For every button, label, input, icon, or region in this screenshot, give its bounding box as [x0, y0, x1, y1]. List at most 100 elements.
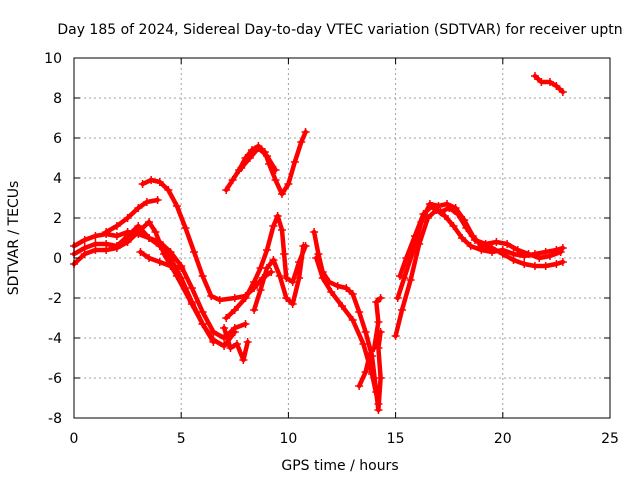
data-point-marker	[271, 166, 280, 174]
data-point-marker	[166, 262, 175, 270]
data-point-marker	[177, 264, 186, 272]
data-point-marker	[228, 176, 237, 184]
data-point-marker	[376, 374, 385, 382]
data-point-marker	[172, 202, 181, 210]
data-point-marker	[503, 240, 512, 248]
data-point-marker	[222, 314, 231, 322]
series-arc-13	[314, 255, 381, 407]
data-point-marker	[453, 210, 462, 218]
data-point-marker	[513, 246, 522, 254]
data-point-marker	[112, 222, 121, 230]
data-point-marker	[556, 248, 565, 256]
data-point-marker	[198, 272, 207, 280]
data-point-marker	[232, 340, 241, 348]
data-point-marker	[209, 338, 218, 346]
data-point-marker	[449, 222, 458, 230]
data-point-marker	[440, 212, 449, 220]
data-point-marker	[458, 234, 467, 242]
data-point-marker	[376, 294, 385, 302]
x-tick-label: 25	[601, 431, 619, 447]
data-point-marker	[398, 306, 407, 314]
series-arc-12	[311, 229, 383, 413]
data-point-marker	[374, 400, 383, 408]
y-tick-label: 0	[53, 251, 62, 267]
data-point-marker	[91, 246, 100, 254]
data-point-marker	[402, 254, 411, 262]
data-point-marker	[164, 186, 173, 194]
data-point-marker	[419, 210, 428, 218]
data-point-marker	[368, 370, 377, 378]
data-point-marker	[481, 240, 490, 248]
data-point-marker	[91, 232, 100, 240]
data-point-marker	[277, 190, 286, 198]
data-point-marker	[288, 278, 297, 286]
data-point-marker	[355, 308, 364, 316]
data-point-marker	[400, 274, 409, 282]
data-point-marker	[537, 78, 546, 86]
data-point-marker	[342, 284, 351, 292]
data-point-marker	[241, 320, 250, 328]
data-point-marker	[267, 268, 276, 276]
data-point-marker	[301, 128, 310, 136]
y-tick-label: 8	[53, 91, 62, 107]
y-tick-label: -4	[48, 331, 62, 347]
data-point-marker	[222, 186, 231, 194]
data-point-marker	[80, 236, 89, 244]
series-arc-18	[532, 73, 566, 95]
data-point-marker	[361, 328, 370, 336]
data-point-marker	[310, 228, 319, 236]
data-point-marker	[277, 226, 286, 234]
data-point-marker	[230, 294, 239, 302]
y-tick-label: 2	[53, 211, 62, 227]
data-point-marker	[230, 306, 239, 314]
data-point-marker	[312, 254, 321, 262]
data-point-marker	[436, 208, 445, 216]
data-point-marker	[359, 340, 368, 348]
data-point-marker	[365, 350, 374, 358]
data-point-marker	[155, 178, 164, 186]
data-point-marker	[275, 272, 284, 280]
data-point-marker	[530, 262, 539, 270]
data-point-marker	[172, 272, 181, 280]
data-point-marker	[297, 138, 306, 146]
data-point-marker	[147, 176, 156, 184]
data-point-marker	[112, 232, 121, 240]
data-point-marker	[198, 320, 207, 328]
data-point-marker	[348, 316, 357, 324]
data-point-marker	[269, 256, 278, 264]
data-point-marker	[318, 274, 327, 282]
data-point-marker	[243, 338, 252, 346]
data-point-marker	[230, 328, 239, 336]
data-point-marker	[181, 224, 190, 232]
data-point-marker	[558, 88, 567, 96]
data-point-marker	[207, 292, 216, 300]
data-point-marker	[462, 224, 471, 232]
data-point-marker	[80, 250, 89, 258]
data-point-marker	[524, 250, 533, 258]
data-point-marker	[284, 180, 293, 188]
axis-ticks: 0 5 10 15 20 25 -8 -6 -4 -2 0 2 4 6 8 10	[44, 51, 619, 447]
data-point-marker	[250, 306, 259, 314]
data-point-marker	[145, 218, 154, 226]
data-point-marker	[160, 250, 169, 258]
y-axis-label: SDTVAR / TECUs	[6, 181, 22, 296]
data-point-marker	[190, 248, 199, 256]
x-tick-label: 5	[177, 431, 186, 447]
data-point-marker	[470, 236, 479, 244]
data-point-marker	[134, 204, 143, 212]
data-point-marker	[535, 254, 544, 262]
data-point-marker	[488, 244, 497, 252]
data-point-marker	[348, 290, 357, 298]
series-arc-10	[223, 129, 308, 197]
data-point-marker	[393, 294, 402, 302]
data-point-marker	[112, 244, 121, 252]
data-point-marker	[273, 212, 282, 220]
data-point-marker	[520, 260, 529, 268]
data-point-marker	[509, 256, 518, 264]
data-point-marker	[530, 72, 539, 80]
data-point-marker	[361, 368, 370, 376]
data-point-marker	[282, 294, 291, 302]
data-point-marker	[102, 228, 111, 236]
data-point-marker	[123, 214, 132, 222]
